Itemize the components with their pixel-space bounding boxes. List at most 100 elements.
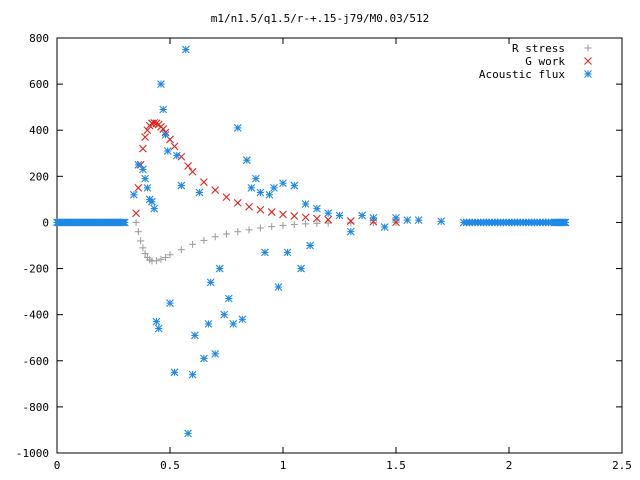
acoustic-flux-point (251, 174, 260, 183)
acoustic-flux-point (297, 264, 305, 273)
acoustic-flux-point (200, 354, 208, 363)
acoustic-flux-point (159, 105, 168, 114)
r-stress-point (139, 244, 147, 252)
acoustic-flux-point (301, 200, 310, 208)
acoustic-flux-point (148, 197, 156, 206)
g-work-point (188, 167, 197, 176)
acoustic-flux-point (265, 190, 274, 199)
acoustic-flux-point (163, 147, 172, 155)
g-work-point (177, 152, 186, 161)
x-tick-label: 0 (54, 459, 61, 472)
g-work-point (279, 210, 287, 219)
x-tick-label: 1.5 (386, 459, 406, 472)
y-tick-label: -400 (23, 309, 50, 322)
y-tick-label: 400 (29, 124, 49, 137)
r-stress-point (157, 255, 165, 263)
acoustic-flux-point (152, 317, 161, 326)
y-tick-label: -1000 (16, 447, 49, 460)
g-work-point (141, 133, 150, 142)
acoustic-flux-point (190, 331, 199, 340)
acoustic-flux-point (233, 124, 242, 132)
legend-label: G work (525, 55, 565, 68)
acoustic-flux-point (224, 294, 233, 303)
acoustic-flux-point (229, 319, 238, 328)
y-tick-label: -600 (23, 355, 50, 368)
acoustic-flux-point (154, 324, 163, 333)
g-work-point (267, 208, 276, 216)
r-stress-point (268, 223, 276, 231)
x-tick-label: 2.5 (612, 459, 632, 472)
acoustic-flux-point (270, 183, 278, 192)
acoustic-flux-point (195, 188, 204, 197)
acoustic-flux-point (242, 156, 251, 165)
acoustic-flux-point (324, 209, 333, 218)
acoustic-flux-point (247, 183, 256, 192)
g-work-point (256, 205, 265, 214)
acoustic-flux-point (120, 218, 129, 227)
g-work-point (170, 142, 179, 151)
g-work-point (134, 183, 143, 192)
r-stress-point (177, 246, 185, 254)
acoustic-flux-point (392, 213, 400, 222)
legend-marker (584, 44, 592, 52)
r-stress-point (302, 220, 310, 228)
acoustic-flux-point (129, 190, 138, 199)
acoustic-flux-point (181, 45, 190, 54)
acoustic-flux-point (279, 179, 287, 188)
acoustic-flux-point (358, 211, 366, 220)
r-stress-point (152, 257, 160, 265)
acoustic-flux-point (204, 319, 213, 328)
legend-label: Acoustic flux (479, 68, 565, 81)
r-stress-point (141, 250, 149, 258)
acoustic-flux-point (437, 217, 446, 226)
g-work-point (290, 212, 299, 220)
acoustic-flux-point (141, 174, 150, 183)
r-stress-point (134, 228, 142, 236)
g-work-point (138, 144, 147, 153)
legend-label: R stress (512, 42, 565, 55)
acoustic-flux-point (166, 299, 174, 308)
y-tick-label: 800 (29, 32, 49, 45)
y-tick-label: 200 (29, 170, 49, 183)
g-work-point (301, 213, 310, 222)
r-stress-point (200, 236, 208, 244)
plot-area (53, 45, 570, 438)
g-work-point (200, 178, 208, 186)
r-stress-point (279, 221, 287, 229)
r-stress-point (256, 224, 264, 232)
acoustic-flux-point (256, 188, 265, 197)
r-stress-point (137, 237, 145, 245)
acoustic-flux-point (369, 213, 378, 222)
r-stress-point (290, 221, 298, 229)
acoustic-flux-point (414, 216, 423, 225)
acoustic-flux-point (143, 183, 152, 192)
acoustic-flux-point (238, 315, 247, 324)
acoustic-flux-point (172, 151, 181, 160)
r-stress-point (161, 253, 169, 261)
g-work-point (313, 214, 321, 223)
acoustic-flux-point (157, 80, 165, 89)
acoustic-flux-point (220, 310, 229, 319)
acoustic-flux-point (211, 349, 220, 358)
g-work-point (222, 193, 231, 201)
y-tick-label: -800 (23, 401, 50, 414)
acoustic-flux-point (290, 181, 299, 190)
acoustic-flux-point (188, 370, 197, 379)
acoustic-flux-point (380, 223, 389, 231)
acoustic-flux-point (215, 264, 224, 273)
g-work-point (324, 215, 333, 224)
r-stress-point (234, 228, 242, 236)
acoustic-flux-point (561, 218, 570, 227)
g-work-point (152, 119, 161, 128)
acoustic-flux-point (184, 429, 192, 438)
y-tick-label: 600 (29, 78, 49, 91)
r-stress-point (211, 233, 219, 241)
acoustic-flux-point (261, 248, 269, 257)
acoustic-flux-point (274, 283, 283, 291)
acoustic-flux-point (170, 368, 179, 377)
g-work-point (143, 126, 152, 135)
r-stress-point (324, 219, 332, 227)
r-stress-point (223, 230, 230, 238)
acoustic-flux-point (206, 278, 215, 287)
